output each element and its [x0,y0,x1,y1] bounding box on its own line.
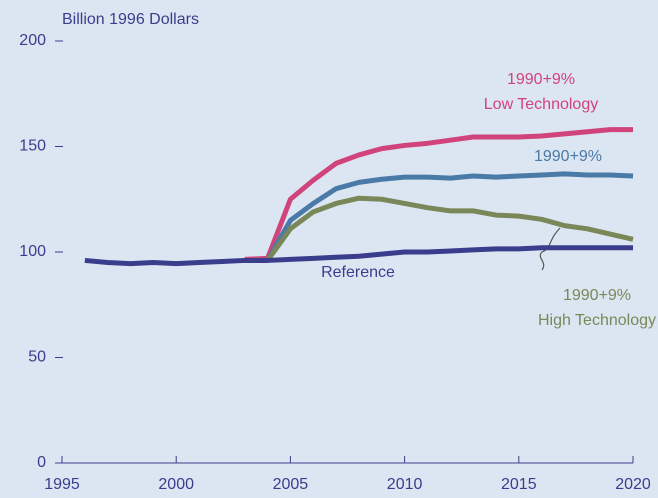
y-tick-label: 200 [19,32,46,49]
series-label: 1990+9% [563,287,631,304]
series-label: 1990+9% [534,148,602,165]
y-tick-label: 100 [19,243,46,260]
y-tick-label: 0 [37,454,46,471]
y-tick-label: 50 [28,349,46,366]
x-tick-label: 2015 [501,476,537,493]
y-tick-label: 150 [19,138,46,155]
series-line [265,195,634,262]
series-label: Reference [321,264,395,281]
series-line [84,245,633,267]
x-tick-label: 2005 [273,476,309,493]
x-tick-label: 2000 [158,476,194,493]
series-label: Low Technology [484,96,598,113]
series-label: High Technology [538,312,656,329]
series-label: 1990+9% [507,71,575,88]
y-axis-label: Billion 1996 Dollars [62,11,199,28]
x-tick-label: 1995 [44,476,80,493]
x-tick-label: 2010 [387,476,423,493]
series-line [265,171,634,262]
series-line [244,127,633,262]
x-tick-label: 2020 [615,476,651,493]
leader-line [539,227,561,271]
